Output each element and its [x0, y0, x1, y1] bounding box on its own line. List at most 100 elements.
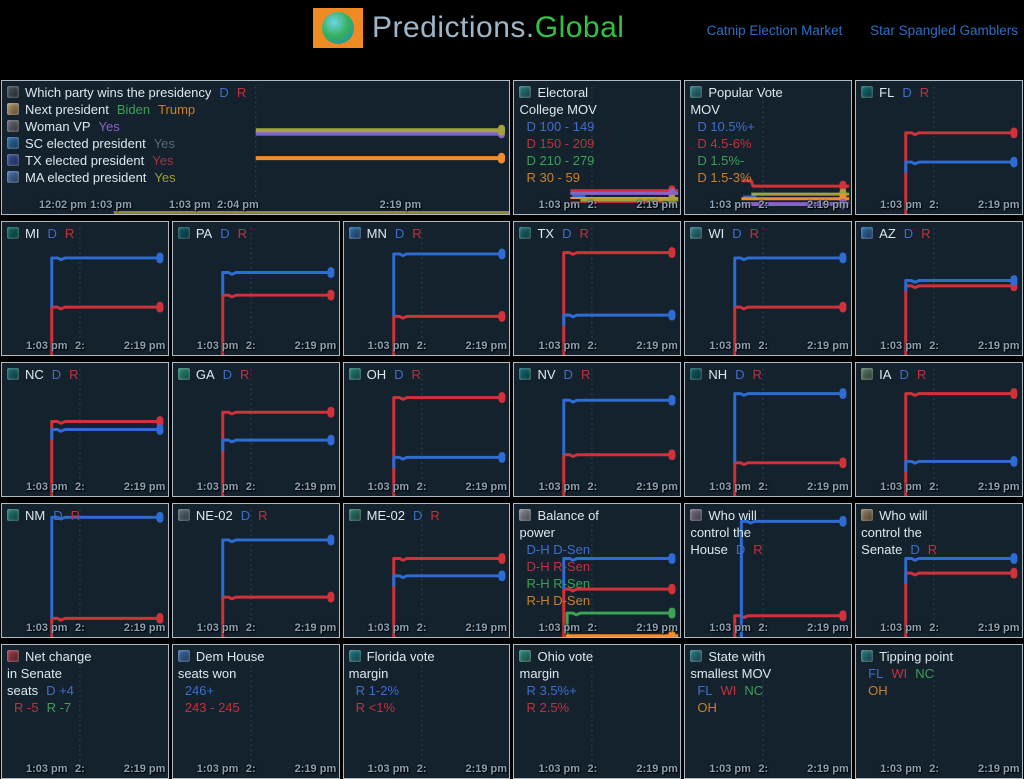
axis-time-label: 2:19 pm	[977, 199, 1020, 211]
market-title[interactable]: Tipping point	[879, 649, 954, 664]
axis-time-label: 2:	[587, 622, 598, 634]
panel-az: AZ D R 1:03 pm 2: 2:19 pm	[855, 221, 1023, 356]
legend-label: D	[222, 367, 233, 382]
market-title[interactable]: Net change	[25, 649, 92, 664]
market-title[interactable]: FL	[879, 85, 895, 100]
market-title[interactable]: TX	[537, 226, 555, 241]
market-title[interactable]: NC	[25, 367, 44, 382]
panel-header-row: R 30 - 59	[519, 169, 678, 186]
axis-time-label: 2:	[75, 763, 85, 775]
market-title[interactable]: power	[519, 525, 555, 540]
market-title[interactable]: Next president	[25, 102, 109, 117]
market-title[interactable]: Dem House	[195, 649, 265, 664]
axis-time-label: 1:03 pm	[196, 340, 239, 352]
market-title[interactable]: AZ	[879, 226, 896, 241]
legend-label: FL	[868, 666, 884, 681]
series-line	[50, 428, 163, 441]
nc-chart	[50, 368, 164, 496]
fl-chart	[904, 86, 1018, 214]
legend-label: R-H R-Sen	[526, 576, 591, 591]
market-title[interactable]: Who will	[708, 508, 757, 523]
market-title[interactable]: SC elected president	[25, 136, 146, 151]
panel-header-row: MA elected president Yes	[7, 169, 507, 186]
market-title[interactable]: MN	[366, 226, 387, 241]
panel-header-row: Who will	[861, 507, 1020, 524]
market-title[interactable]: GA	[195, 367, 215, 382]
legend-label: D +4	[46, 683, 74, 698]
market-title[interactable]: margin	[348, 666, 389, 681]
market-title[interactable]: seats	[7, 683, 39, 698]
market-title[interactable]: NV	[537, 367, 556, 382]
nav-catnip-election-market[interactable]: Catnip Election Market	[706, 23, 843, 38]
market-title[interactable]: WI	[708, 226, 725, 241]
market-title[interactable]: margin	[519, 666, 560, 681]
legend-label: R	[430, 508, 440, 523]
panel-header: Dem House seats won 246+ 243 - 245	[177, 648, 337, 716]
axis-time-label: 2:	[587, 199, 598, 211]
axis-time-label: 1:03 pm	[880, 763, 922, 775]
market-title[interactable]: House	[690, 542, 728, 557]
market-title[interactable]: control the	[861, 525, 922, 540]
panel-header-row: MI D R	[7, 225, 166, 242]
panel-header: OH D R	[348, 366, 508, 383]
legend-label: R	[916, 367, 927, 382]
axis-time-label: 2:19 pm	[465, 481, 508, 493]
market-favicon-icon	[690, 509, 703, 521]
market-title[interactable]: NE-02	[195, 508, 233, 523]
series-line	[391, 252, 505, 317]
market-title[interactable]: MOV	[690, 102, 720, 117]
market-title[interactable]: College MOV	[519, 102, 597, 117]
market-title[interactable]: Popular Vote	[708, 85, 783, 100]
legend-label: D	[735, 542, 746, 557]
panel-header-row: Popular Vote	[690, 84, 849, 101]
market-title[interactable]: Electoral	[537, 85, 589, 100]
market-title[interactable]: in Senate	[7, 666, 62, 681]
panel-header-row: FL WI NC	[861, 665, 1020, 682]
panel-ga: GA D R 1:03 pm 2: 2:19 pm	[171, 362, 340, 497]
market-title[interactable]: PA	[195, 226, 213, 241]
legend-label: R	[64, 226, 75, 241]
market-title[interactable]: smallest MOV	[690, 666, 772, 681]
legend-label: D	[394, 367, 404, 382]
market-title[interactable]: control the	[690, 525, 752, 540]
market-title[interactable]: TX elected president	[25, 153, 145, 168]
series-line	[221, 293, 334, 355]
market-title[interactable]: Florida vote	[366, 649, 435, 664]
market-title[interactable]: Woman VP	[25, 119, 91, 134]
legend-label: R	[749, 226, 759, 241]
series-line	[391, 314, 505, 355]
panel-header-row: TX D R	[519, 225, 678, 242]
market-title[interactable]: State with	[708, 649, 766, 664]
panel-header: Who will control the Senate D R	[861, 507, 1020, 558]
market-title[interactable]: Who will	[879, 508, 928, 523]
market-title[interactable]: Senate	[861, 542, 903, 557]
panel-oh: OH D R 1:03 pm 2: 2:19 pm	[342, 362, 511, 497]
market-title[interactable]: seats won	[177, 666, 237, 681]
market-title[interactable]: MA elected president	[25, 170, 147, 185]
axis-time-label: 2:19 pm	[636, 622, 678, 634]
market-title[interactable]: OH	[366, 367, 387, 382]
panel-pa: PA D R 1:03 pm 2: 2:19 pm	[171, 221, 340, 356]
market-title[interactable]: Balance of	[537, 508, 599, 523]
panel-header-row: control the	[690, 524, 849, 541]
tx-chart	[562, 227, 676, 355]
panel-presidency-multi: Which party wins the presidency D R Next pr…	[1, 80, 511, 215]
axis-time-label: 2:	[587, 481, 598, 493]
market-title[interactable]: NM	[25, 508, 46, 523]
panel-header-row: MOV	[690, 101, 849, 118]
market-title[interactable]: Ohio vote	[537, 649, 594, 664]
panel-header-row: Tipping point	[861, 648, 1020, 665]
series-end-marker	[327, 406, 335, 418]
legend-label: R	[921, 226, 931, 241]
nav-star-spangled-gamblers[interactable]: Star Spangled Gamblers	[870, 23, 1018, 38]
axis-time-label: 1:03 pm	[367, 340, 410, 352]
market-title[interactable]: MI	[25, 226, 40, 241]
site-logo[interactable]: Predictions.Global	[313, 8, 624, 48]
panel-header-row: D 100 - 149	[519, 118, 678, 135]
market-title[interactable]: IA	[879, 367, 892, 382]
market-title[interactable]: ME-02	[366, 508, 405, 523]
panel-header-row: IA D R	[861, 366, 1020, 383]
market-favicon-icon	[7, 120, 19, 132]
market-title[interactable]: Which party wins the presidency	[25, 85, 212, 100]
market-title[interactable]: NH	[708, 367, 728, 382]
